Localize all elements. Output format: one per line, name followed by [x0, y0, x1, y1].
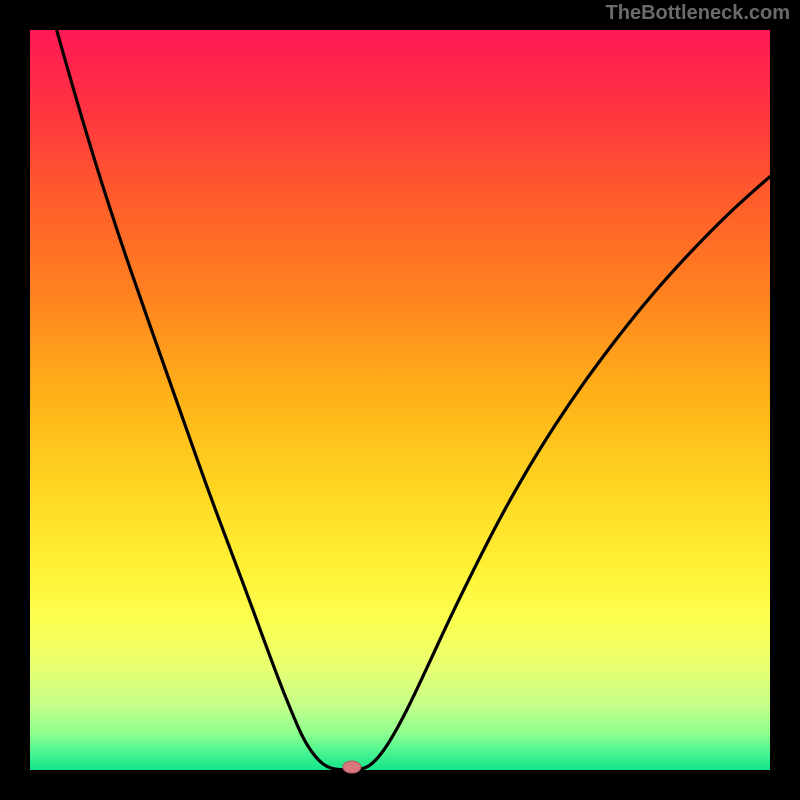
- watermark-text: TheBottleneck.com: [606, 2, 790, 25]
- optimum-marker: [343, 761, 361, 773]
- chart-svg: [0, 0, 800, 800]
- plot-background: [30, 30, 770, 770]
- bottleneck-chart: TheBottleneck.com: [0, 0, 800, 800]
